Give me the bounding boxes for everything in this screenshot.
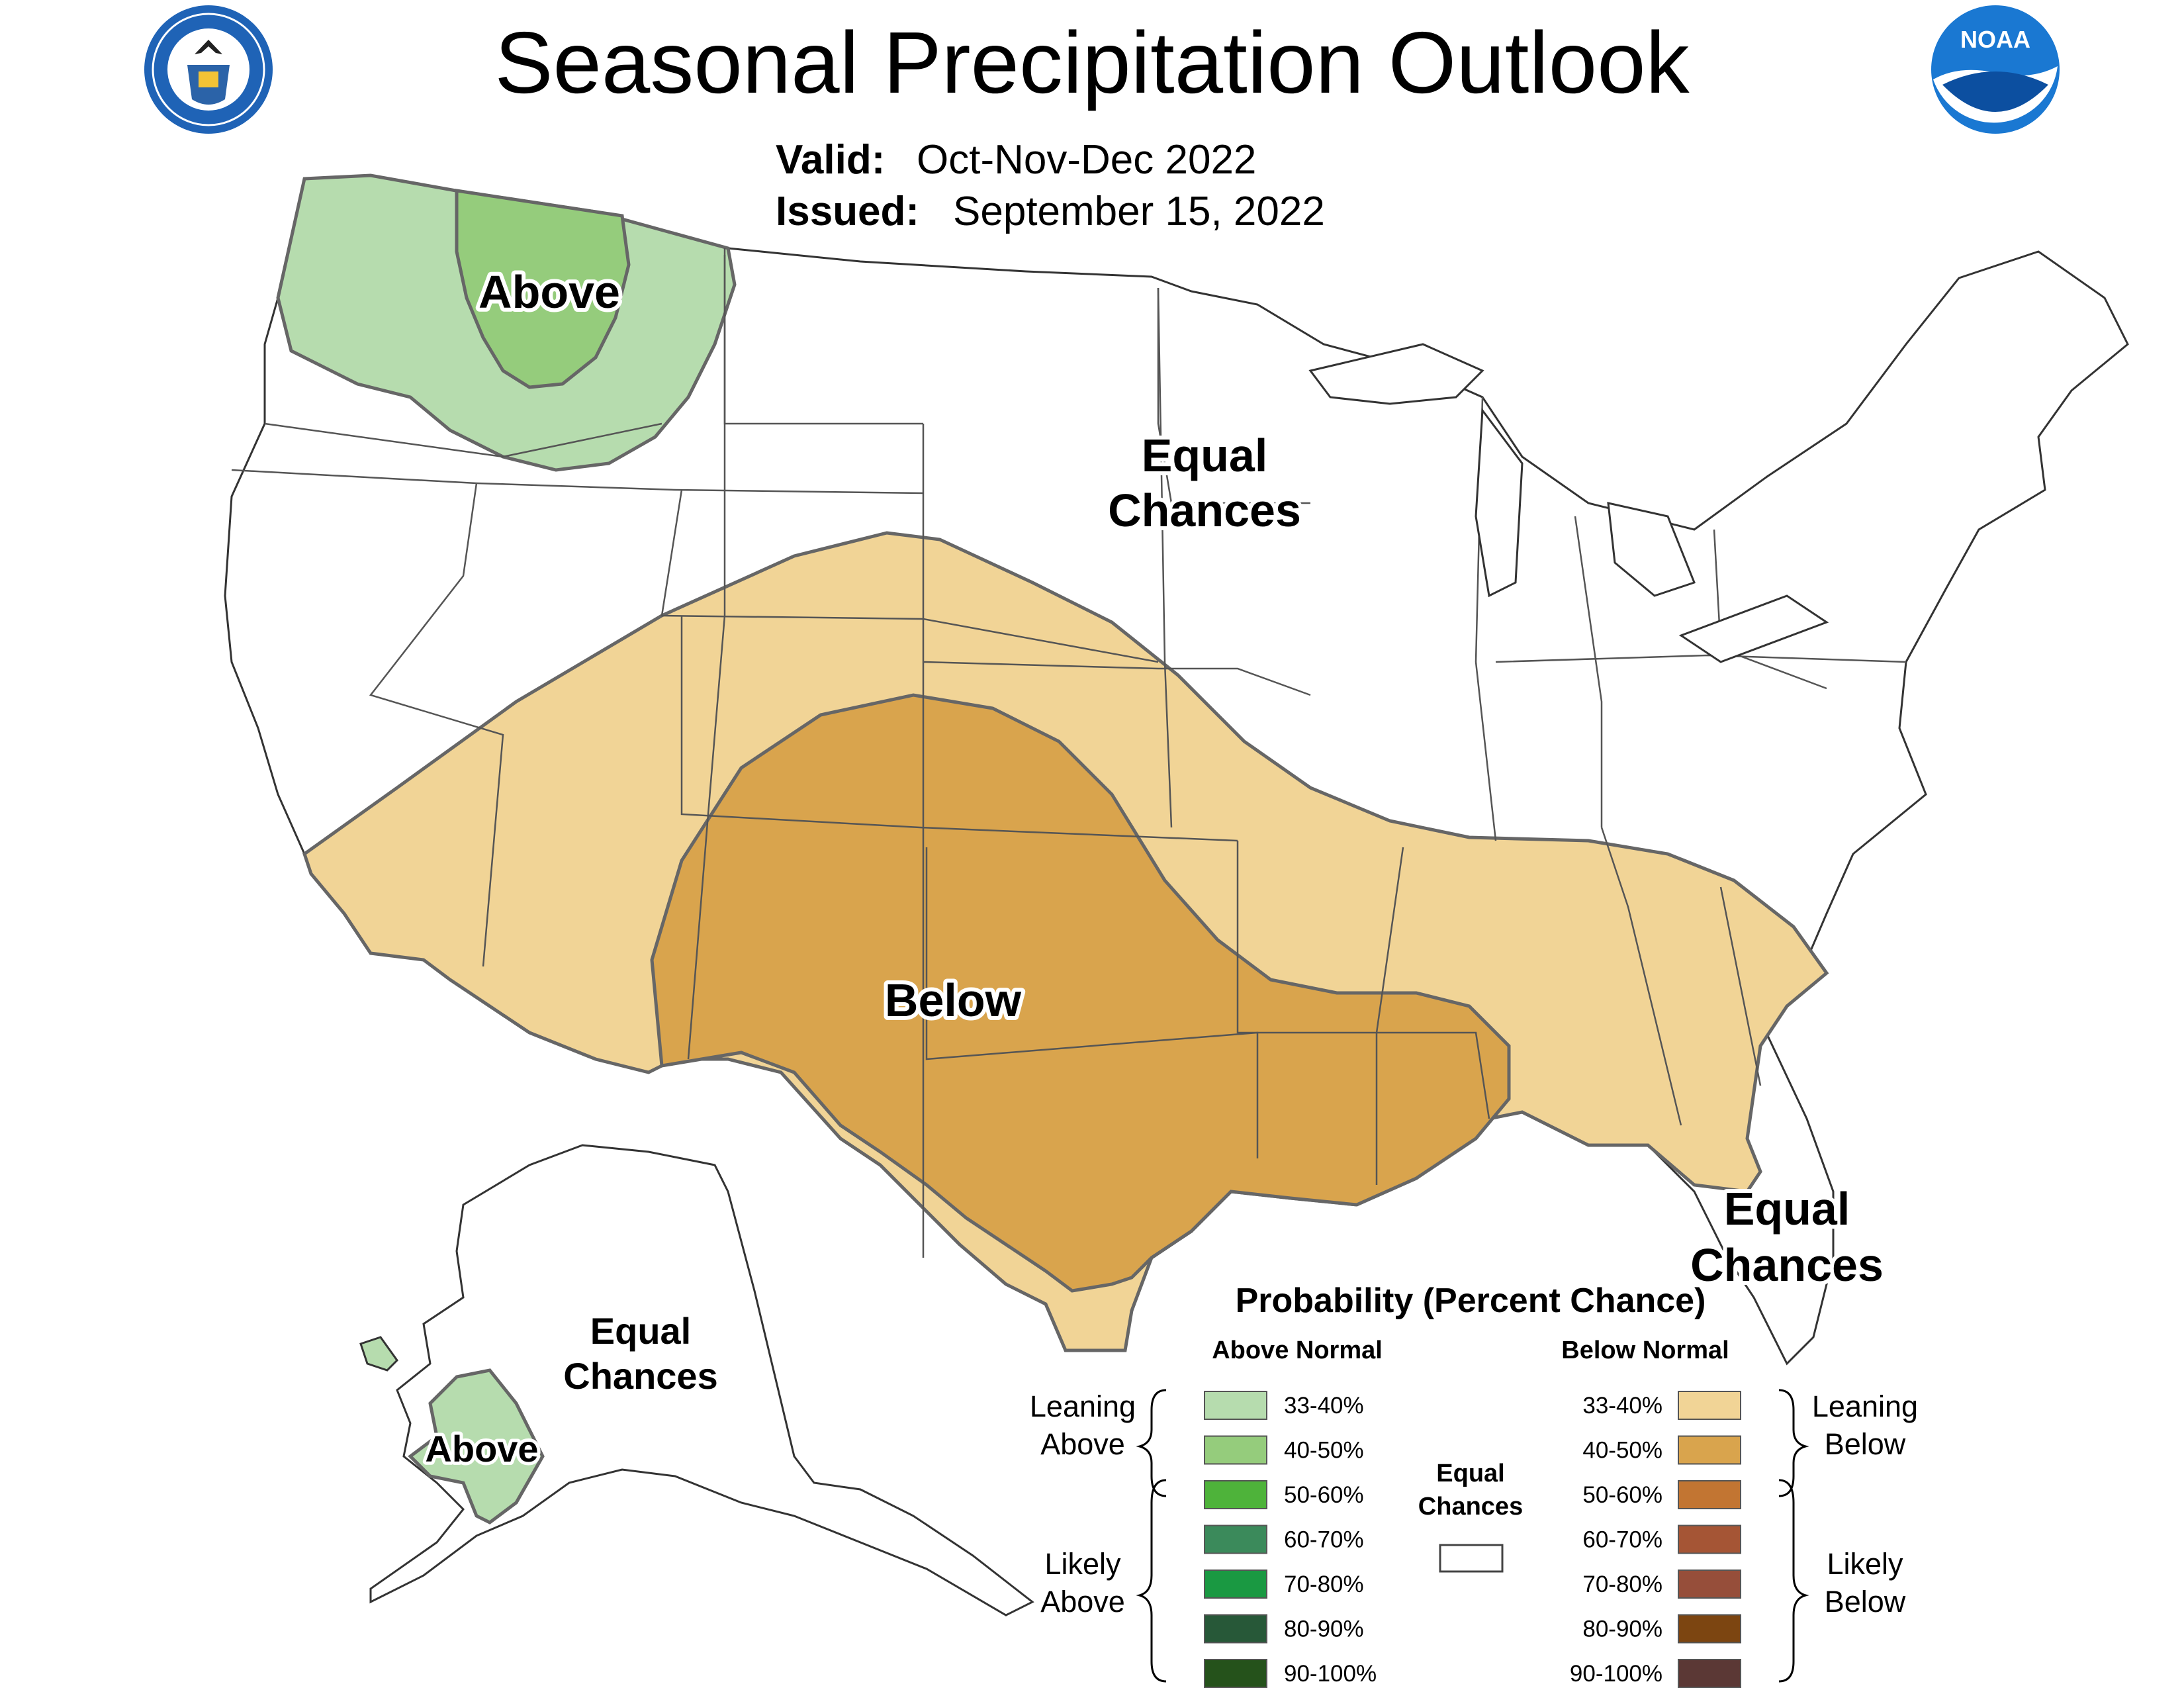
legend-leaning-above-1: Leaning bbox=[1030, 1389, 1136, 1423]
legend-below-swatch-6 bbox=[1678, 1659, 1741, 1688]
great-lakes bbox=[1308, 343, 1829, 663]
legend: Probability (Percent Chance) Above Norma… bbox=[1030, 1282, 1918, 1688]
legend-brace-likely-above bbox=[1136, 1479, 1167, 1683]
legend-likely-below-2: Below bbox=[1825, 1585, 1906, 1618]
legend-below-swatch-4 bbox=[1678, 1570, 1741, 1599]
legend-below-range-label: 70-80% bbox=[1582, 1571, 1662, 1597]
legend-below-range-label: 33-40% bbox=[1582, 1393, 1662, 1419]
legend-above-range-label: 40-50% bbox=[1284, 1438, 1364, 1464]
legend-below-range-label: 80-90% bbox=[1582, 1617, 1662, 1642]
legend-above-header: Above Normal bbox=[1212, 1336, 1383, 1364]
legend-brace-likely-below bbox=[1778, 1479, 1809, 1683]
label-se-chances: Chances bbox=[1690, 1239, 1884, 1291]
legend-below-swatch-5 bbox=[1678, 1614, 1741, 1644]
legend-above-swatch-0 bbox=[1204, 1391, 1267, 1420]
valid-value: Oct-Nov-Dec 2022 bbox=[917, 137, 1256, 183]
noaa-logo: NOAA bbox=[1931, 5, 2060, 134]
legend-below-swatch-1 bbox=[1678, 1435, 1741, 1465]
label-central-equal: Equal bbox=[1142, 430, 1268, 481]
legend-below-swatch-3 bbox=[1678, 1524, 1741, 1554]
legend-above-swatch-4 bbox=[1204, 1570, 1267, 1599]
issued-label: Issued: bbox=[776, 189, 919, 234]
alaska-island bbox=[359, 1336, 398, 1372]
legend-above-swatch-2 bbox=[1204, 1480, 1267, 1509]
noaa-logo-text: NOAA bbox=[1960, 26, 2030, 53]
issued-value: September 15, 2022 bbox=[953, 189, 1325, 234]
legend-leaning-above-2: Above bbox=[1040, 1427, 1125, 1461]
alaska-above-normal-33-40-region bbox=[408, 1368, 545, 1524]
legend-above-swatch-6 bbox=[1204, 1659, 1267, 1688]
label-alaska-equal: Equal bbox=[590, 1310, 691, 1352]
legend-above-range-label: 33-40% bbox=[1284, 1393, 1364, 1419]
legend-below-swatch-2 bbox=[1678, 1480, 1741, 1509]
legend-likely-below-1: Likely bbox=[1827, 1547, 1903, 1581]
legend-brace-leaning-below bbox=[1778, 1389, 1809, 1497]
legend-equal-chances-swatch bbox=[1439, 1544, 1504, 1573]
legend-leaning-below-1: Leaning bbox=[1812, 1389, 1918, 1423]
legend-above-range-label: 80-90% bbox=[1284, 1617, 1364, 1642]
legend-above-range-label: 70-80% bbox=[1284, 1571, 1364, 1597]
legend-below-range-label: 90-100% bbox=[1570, 1661, 1662, 1687]
alaska-landmass bbox=[369, 1144, 1034, 1617]
legend-above-range-label: 50-60% bbox=[1284, 1482, 1364, 1508]
legend-below-swatches: 33-40% 40-50% 50-60% 60-70% 70-80% 80-90% 90-1… bbox=[1570, 1391, 1741, 1688]
commerce-seal-logo bbox=[144, 5, 273, 134]
legend-below-range-label: 40-50% bbox=[1582, 1438, 1662, 1464]
page-title: Seasonal Precipitation Outlook bbox=[494, 14, 1690, 111]
label-alaska-above: Above bbox=[425, 1428, 538, 1470]
below-normal-40-50-region bbox=[650, 693, 1511, 1293]
label-se-equal: Equal bbox=[1724, 1183, 1850, 1235]
legend-likely-above-1: Likely bbox=[1044, 1547, 1121, 1581]
legend-below-swatch-0 bbox=[1678, 1391, 1741, 1420]
legend-above-swatch-3 bbox=[1204, 1524, 1267, 1554]
legend-below-range-label: 60-70% bbox=[1582, 1527, 1662, 1553]
valid-label: Valid: bbox=[776, 137, 885, 183]
legend-above-swatch-1 bbox=[1204, 1435, 1267, 1465]
label-nw-above: Above bbox=[478, 266, 620, 318]
label-alaska-chances: Chances bbox=[563, 1355, 717, 1397]
legend-below-range-label: 50-60% bbox=[1582, 1482, 1662, 1508]
legend-above-range-label: 60-70% bbox=[1284, 1527, 1364, 1553]
legend-above-range-label: 90-100% bbox=[1284, 1661, 1377, 1687]
label-central-chances: Chances bbox=[1108, 485, 1301, 536]
legend-likely-above-2: Above bbox=[1040, 1585, 1125, 1618]
legend-below-header: Below Normal bbox=[1561, 1336, 1729, 1364]
label-south-below: Below bbox=[885, 974, 1022, 1026]
legend-brace-leaning-above bbox=[1136, 1389, 1167, 1497]
legend-leaning-below-2: Below bbox=[1825, 1427, 1906, 1461]
above-normal-40-50-region bbox=[455, 189, 631, 389]
state-boundaries bbox=[231, 248, 1907, 1258]
legend-equal-chances-1: Equal bbox=[1436, 1460, 1504, 1487]
legend-above-swatches: 33-40% 40-50% 50-60% 60-70% 70-80% 80-90% 90-1… bbox=[1204, 1391, 1377, 1688]
legend-title: Probability (Percent Chance) bbox=[1236, 1282, 1706, 1320]
legend-above-swatch-5 bbox=[1204, 1614, 1267, 1644]
legend-equal-chances-2: Chances bbox=[1418, 1493, 1523, 1521]
